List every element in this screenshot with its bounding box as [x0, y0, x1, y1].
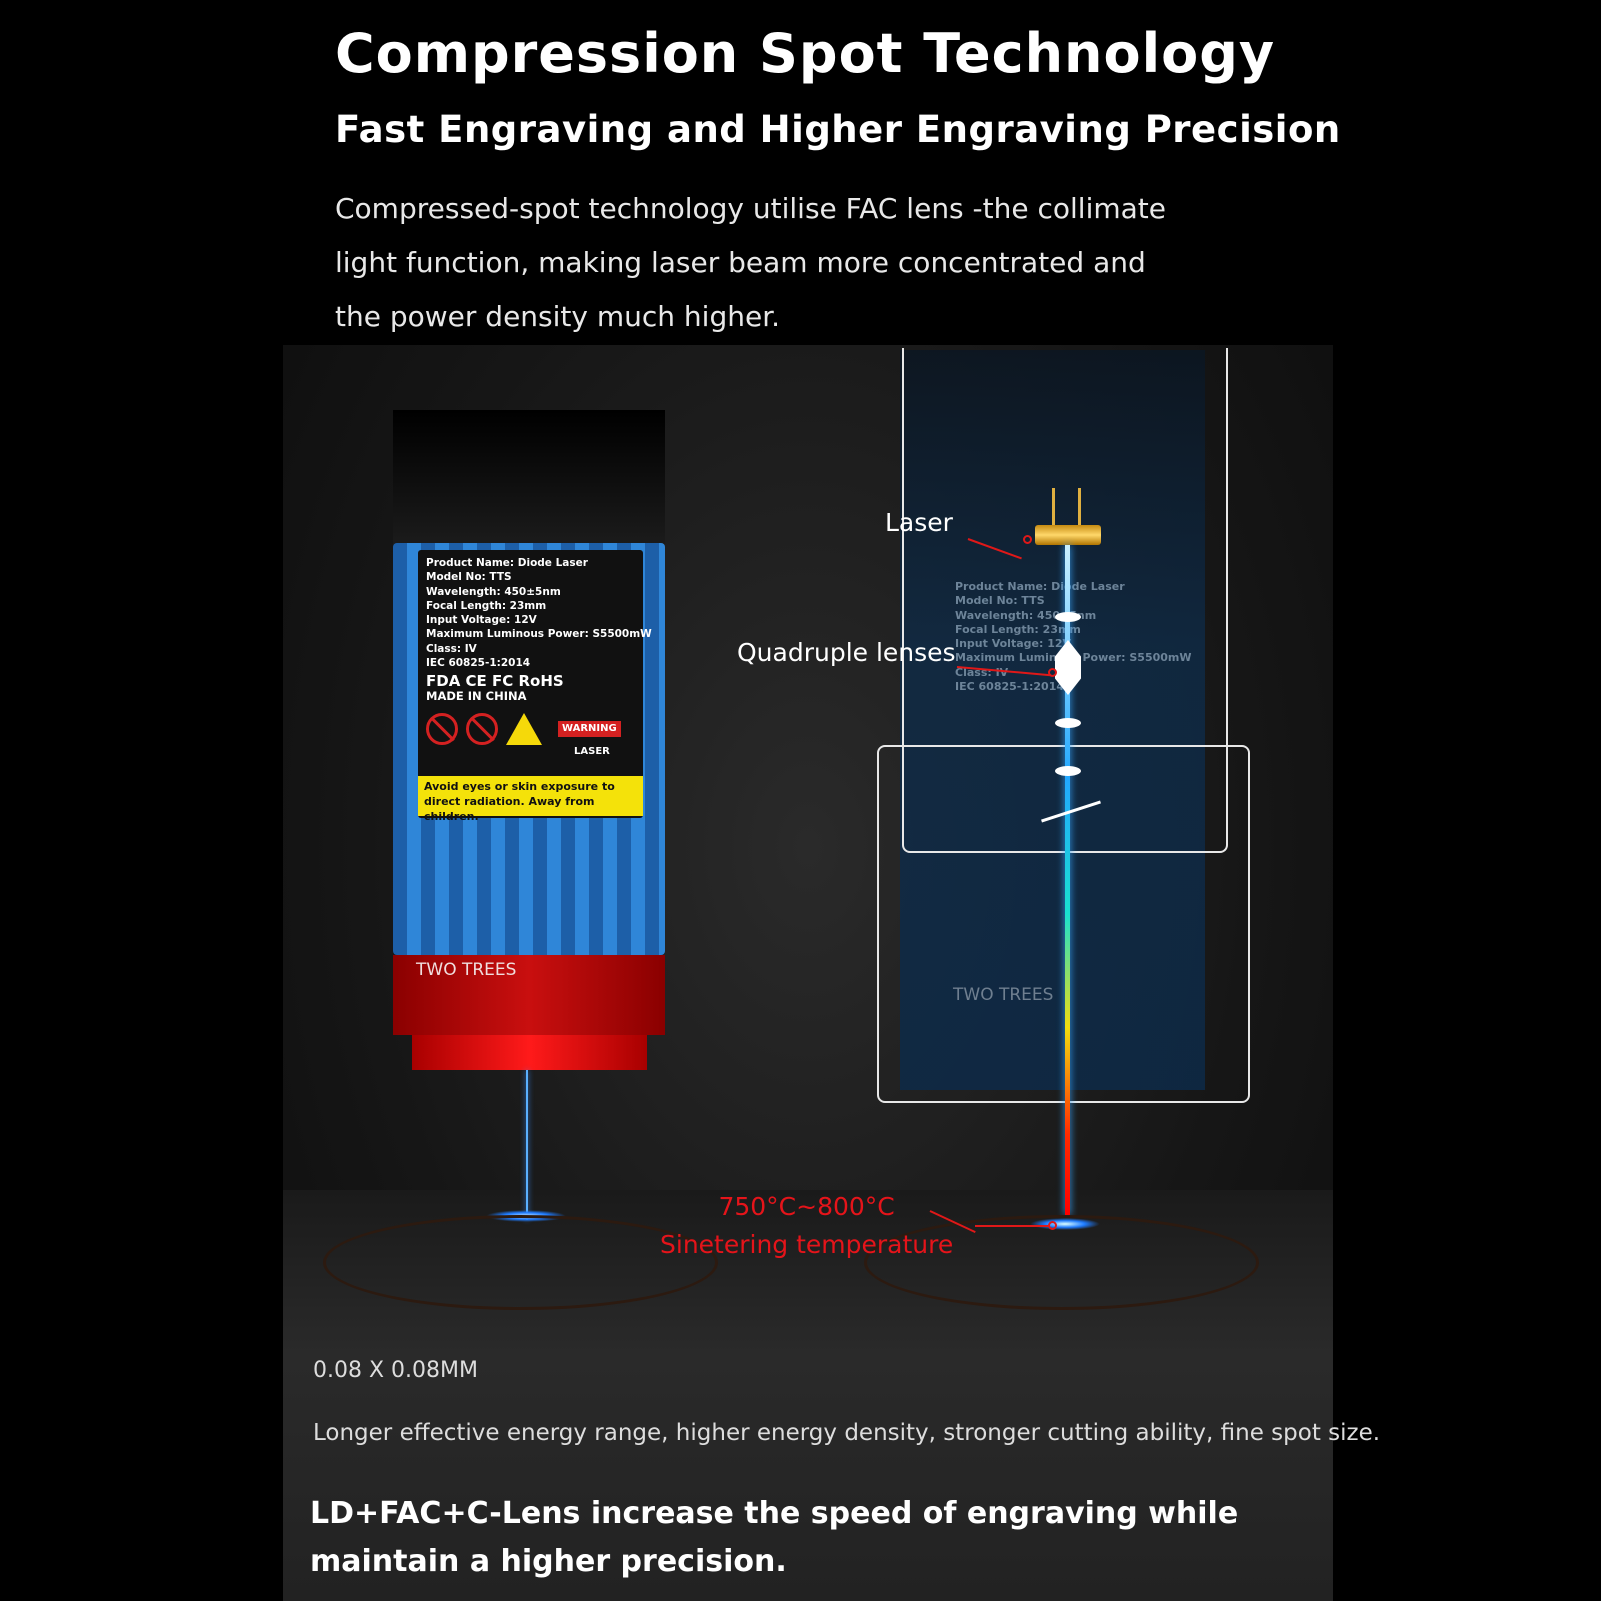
no-skin-exposure-icon	[466, 712, 498, 745]
leader-line	[975, 1225, 1050, 1227]
caution-strip: Avoid eyes or skin exposure to direct ra…	[418, 776, 643, 823]
laser-beam-standard	[526, 1070, 528, 1220]
spot-size-text: 0.08 X 0.08MM	[313, 1358, 478, 1383]
leader-dot	[1048, 1221, 1057, 1230]
page-subtitle: Fast Engraving and Higher Engraving Prec…	[335, 108, 1341, 151]
label-line: Maximum Luminous Power: S5500mW	[426, 628, 652, 641]
warning-badge: WARNING	[558, 720, 621, 738]
label-line: IEC 60825-1:2014	[955, 680, 1065, 694]
callout-laser: Laser	[885, 508, 953, 537]
laser-diode-icon	[1035, 525, 1101, 545]
laser-beam-compressed	[1065, 545, 1070, 1215]
no-eye-exposure-icon	[426, 712, 458, 745]
label-line: Product Name: Diode Laser	[426, 557, 588, 569]
label-line: Class: IV	[426, 642, 477, 655]
brand-text: TWO TREES	[416, 960, 517, 980]
lens-icon	[1055, 612, 1081, 622]
module-heatsink-top	[393, 410, 665, 545]
module-nozzle	[412, 1035, 647, 1070]
label-line: Focal Length: 23mm	[955, 622, 1081, 636]
module-red-base	[393, 955, 665, 1035]
benefits-text: Longer effective energy range, higher en…	[313, 1420, 1381, 1446]
label-line: Wavelength: 450±5nm	[426, 585, 561, 598]
diode-pin	[1052, 488, 1055, 528]
label-line: Input Voltage: 12V	[955, 637, 1072, 651]
transparent-module	[900, 350, 1205, 1090]
leader-dot	[1023, 535, 1032, 544]
made-in-label: MADE IN CHINA	[426, 688, 527, 703]
laser-hazard-icon	[506, 712, 542, 745]
label-line: IEC 60825-1:2014	[426, 657, 531, 670]
label-line: Focal Length: 23mm	[426, 599, 547, 612]
ghost-spec-label: Product Name: Diode Laser Model No: TTS …	[955, 580, 1192, 694]
leader-dot	[1048, 668, 1057, 677]
certification-marks: FDA CE FC RoHS	[426, 672, 564, 691]
lens-icon	[1055, 718, 1081, 728]
diode-pin	[1078, 488, 1081, 528]
temperature-value: 750°C~800°C	[718, 1192, 895, 1221]
temperature-callout: 750°C~800°C Sinetering temperature	[660, 1188, 953, 1264]
ghost-brand-text: TWO TREES	[953, 985, 1054, 1005]
lower-outline-box	[877, 745, 1250, 1103]
temperature-label: Sinetering temperature	[660, 1230, 954, 1259]
engraving-ring-right	[864, 1215, 1259, 1310]
lens-icon	[1055, 766, 1081, 776]
label-line: Product Name: Diode Laser	[955, 580, 1125, 593]
engraving-ring-left	[323, 1215, 718, 1310]
label-line: Model No: TTS	[955, 594, 1045, 608]
footer-tagline: LD+FAC+C-Lens increase the speed of engr…	[310, 1496, 1239, 1579]
callout-lenses: Quadruple lenses	[737, 638, 956, 667]
page-title: Compression Spot Technology	[335, 22, 1276, 85]
label-line: Model No: TTS	[426, 571, 512, 584]
laser-word: LASER	[574, 745, 610, 757]
description: Compressed-spot technology utilise FAC l…	[335, 192, 1167, 333]
label-line: Input Voltage: 12V	[426, 614, 537, 627]
module-spec-label: Product Name: Diode Laser Model No: TTS …	[418, 550, 652, 818]
